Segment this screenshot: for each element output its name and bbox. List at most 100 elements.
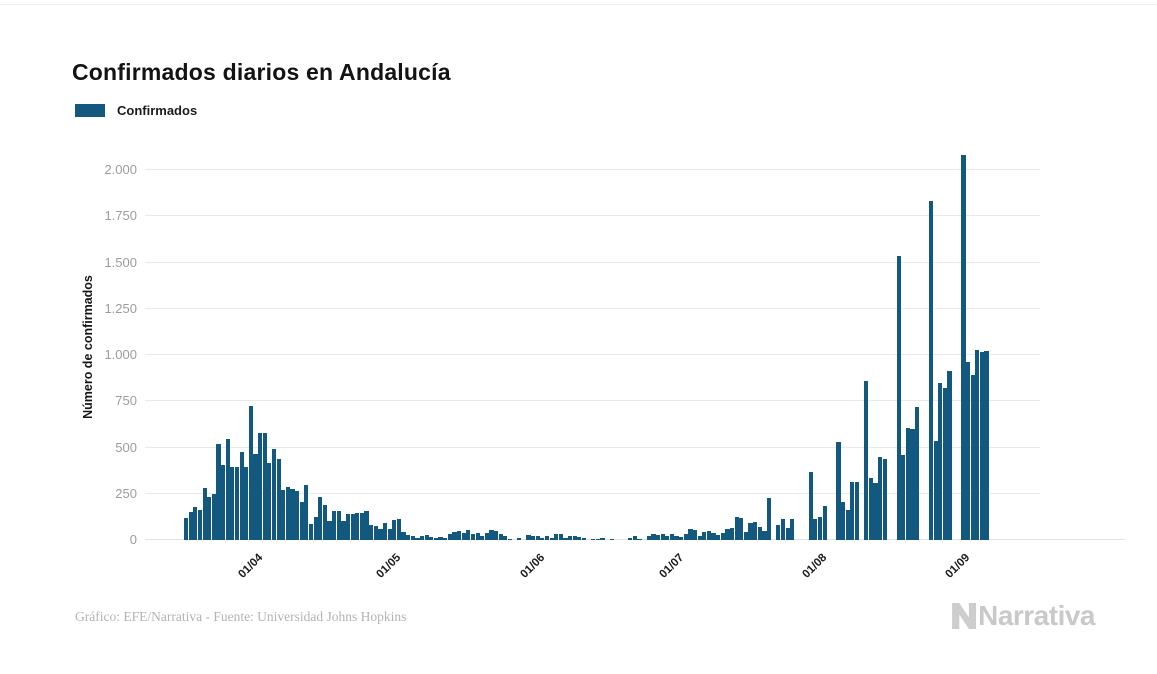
bar-01/07[interactable] (674, 535, 679, 540)
bar-07/06[interactable] (563, 537, 568, 540)
bar-09/05[interactable] (429, 537, 434, 540)
bar-08/06[interactable] (568, 536, 573, 540)
bar-05/08[interactable] (836, 441, 841, 540)
bar-19/04[interactable] (336, 510, 341, 540)
bar-03/06[interactable] (544, 536, 550, 540)
bar-03/07[interactable] (683, 534, 688, 540)
bar-11/08[interactable] (864, 381, 869, 540)
bar-29/08[interactable] (947, 371, 952, 540)
bar-10/05[interactable] (433, 537, 439, 540)
bar-20/07[interactable] (762, 530, 767, 540)
bar-25/04[interactable] (364, 510, 369, 540)
bar-03/05[interactable] (401, 532, 406, 540)
bar-21/03[interactable] (202, 488, 207, 540)
bar-22/08[interactable] (915, 407, 920, 540)
bar-28/05[interactable] (517, 537, 522, 540)
bar-24/07[interactable] (780, 519, 786, 540)
bar-17/04[interactable] (327, 521, 332, 540)
bar-06/07[interactable] (697, 535, 702, 540)
bar-16/07[interactable] (743, 532, 749, 540)
bar-09/06[interactable] (572, 536, 577, 540)
bar-29/03[interactable] (239, 451, 244, 540)
bar-07/07[interactable] (702, 532, 707, 540)
bar-03/04[interactable] (262, 433, 267, 540)
bar-03/09[interactable] (970, 375, 975, 540)
bar-28/03[interactable] (234, 466, 240, 540)
bar-05/07[interactable] (692, 530, 698, 540)
bar-18/08[interactable] (896, 256, 901, 540)
bar-25/08[interactable] (928, 201, 934, 540)
bar-17/06[interactable] (609, 539, 614, 540)
bar-29/06[interactable] (665, 535, 670, 540)
bar-15/07[interactable] (739, 518, 744, 540)
bar-26/06[interactable] (651, 534, 656, 540)
bar-04/07[interactable] (688, 528, 693, 540)
bar-30/06[interactable] (669, 534, 675, 540)
bar-25/07[interactable] (785, 527, 790, 540)
bar-10/07[interactable] (716, 535, 721, 540)
bar-18/07[interactable] (753, 522, 758, 540)
bar-08/05[interactable] (424, 535, 429, 540)
bar-23/03[interactable] (211, 493, 216, 540)
bar-24/05[interactable] (498, 534, 503, 540)
bar-08/07[interactable] (706, 530, 712, 540)
bar-08/08[interactable] (850, 481, 855, 540)
bar-21/06[interactable] (628, 537, 633, 540)
bar-07/08[interactable] (845, 510, 850, 540)
bar-01/09[interactable] (961, 155, 966, 540)
bar-27/03[interactable] (230, 466, 235, 540)
bar-11/07[interactable] (720, 532, 725, 540)
bar-25/06[interactable] (646, 535, 651, 540)
bar-17/03[interactable] (184, 518, 189, 540)
bar-25/03[interactable] (221, 465, 226, 540)
legend-swatch-confirmados[interactable] (75, 104, 105, 117)
bar-20/04[interactable] (341, 520, 346, 540)
bar-21/04[interactable] (345, 513, 351, 540)
bar-09/04[interactable] (290, 489, 295, 540)
bar-27/06[interactable] (655, 535, 661, 540)
bar-28/04[interactable] (378, 529, 383, 540)
bar-13/08[interactable] (873, 482, 878, 540)
bar-08/04[interactable] (285, 486, 290, 540)
bar-04/05[interactable] (406, 534, 411, 540)
bar-01/05[interactable] (392, 520, 397, 540)
bar-12/04[interactable] (304, 485, 309, 540)
bar-09/08[interactable] (854, 481, 860, 540)
bar-05/04[interactable] (271, 448, 277, 540)
bar-26/03[interactable] (225, 438, 230, 540)
bar-22/06[interactable] (632, 536, 637, 540)
bar-04/09[interactable] (975, 350, 980, 540)
bar-02/04[interactable] (258, 433, 263, 540)
bar-20/05[interactable] (480, 536, 485, 540)
bar-27/08[interactable] (938, 382, 943, 540)
bar-19/07[interactable] (757, 527, 762, 540)
bar-13/05[interactable] (447, 534, 452, 540)
bar-31/05[interactable] (531, 535, 536, 540)
bar-04/04[interactable] (267, 463, 272, 540)
bar-23/07[interactable] (776, 524, 781, 540)
bar-24/04[interactable] (359, 512, 364, 540)
bar-10/04[interactable] (295, 491, 300, 540)
bar-20/08[interactable] (905, 428, 910, 540)
bar-14/08[interactable] (878, 456, 883, 540)
bar-26/08[interactable] (933, 441, 938, 540)
bar-02/05[interactable] (396, 519, 402, 540)
bar-27/04[interactable] (373, 526, 378, 540)
bar-14/04[interactable] (313, 517, 318, 540)
bar-02/07[interactable] (679, 537, 684, 540)
bar-13/06[interactable] (591, 539, 596, 540)
bar-13/04[interactable] (308, 523, 314, 540)
bar-29/04[interactable] (382, 522, 388, 540)
bar-30/03[interactable] (244, 466, 249, 540)
bar-11/05[interactable] (438, 537, 443, 540)
bar-30/04[interactable] (387, 529, 392, 540)
bar-28/08[interactable] (942, 387, 947, 540)
bar-30/05[interactable] (526, 535, 531, 540)
bar-22/05[interactable] (489, 529, 494, 540)
bar-05/06[interactable] (554, 534, 559, 540)
bar-15/04[interactable] (318, 497, 323, 540)
bar-06/08[interactable] (841, 502, 846, 540)
bar-22/04[interactable] (350, 513, 355, 540)
bar-23/04[interactable] (355, 512, 360, 540)
bar-26/04[interactable] (369, 525, 374, 540)
